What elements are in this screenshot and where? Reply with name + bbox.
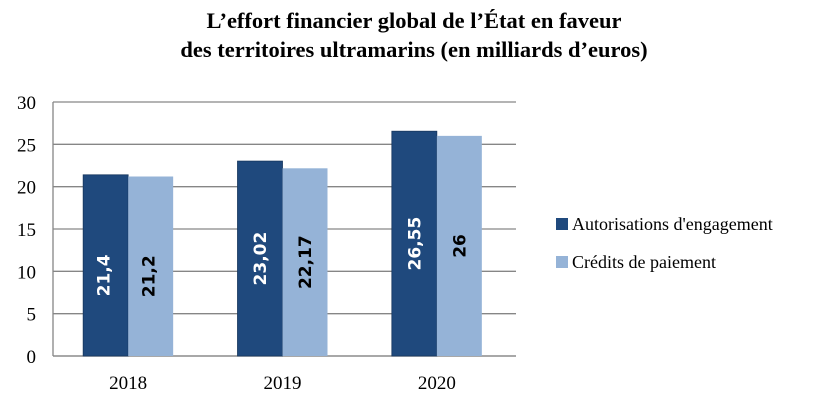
x-tick-label: 2018 [109, 373, 147, 394]
x-tick-label: 2019 [264, 373, 302, 394]
data-label: 22,17 [296, 235, 316, 289]
chart-title-line2: des territoires ultramarins (en milliard… [180, 37, 648, 62]
bar-cp [128, 176, 174, 356]
data-label: 26 [450, 234, 470, 258]
y-tick-label: 30 [17, 93, 36, 114]
legend-label: Autorisations d'engagement [572, 214, 773, 234]
bar-ae [82, 174, 129, 357]
bar-ae [391, 130, 438, 357]
y-tick-label: 0 [27, 347, 37, 368]
y-tick-label: 10 [17, 262, 36, 283]
x-tick-label: 2020 [418, 373, 456, 394]
data-label: 23,02 [251, 232, 271, 286]
bar-cp [282, 168, 328, 356]
data-label: 26,55 [405, 217, 425, 271]
y-tick-label: 25 [17, 135, 36, 156]
y-tick-label: 20 [17, 178, 36, 199]
legend-swatch [556, 256, 568, 268]
legend-swatch [556, 218, 568, 230]
data-label: 21,2 [140, 255, 160, 297]
y-tick-label: 5 [27, 305, 37, 326]
legend-label: Crédits de paiement [572, 252, 716, 272]
data-label: 21,4 [95, 254, 115, 296]
y-tick-label: 15 [17, 220, 36, 241]
chart-title: L’effort financier global de l’État en f… [0, 6, 828, 64]
bar-ae [237, 160, 283, 357]
chart-title-line1: L’effort financier global de l’État en f… [206, 8, 622, 33]
bar-cp [436, 135, 482, 356]
